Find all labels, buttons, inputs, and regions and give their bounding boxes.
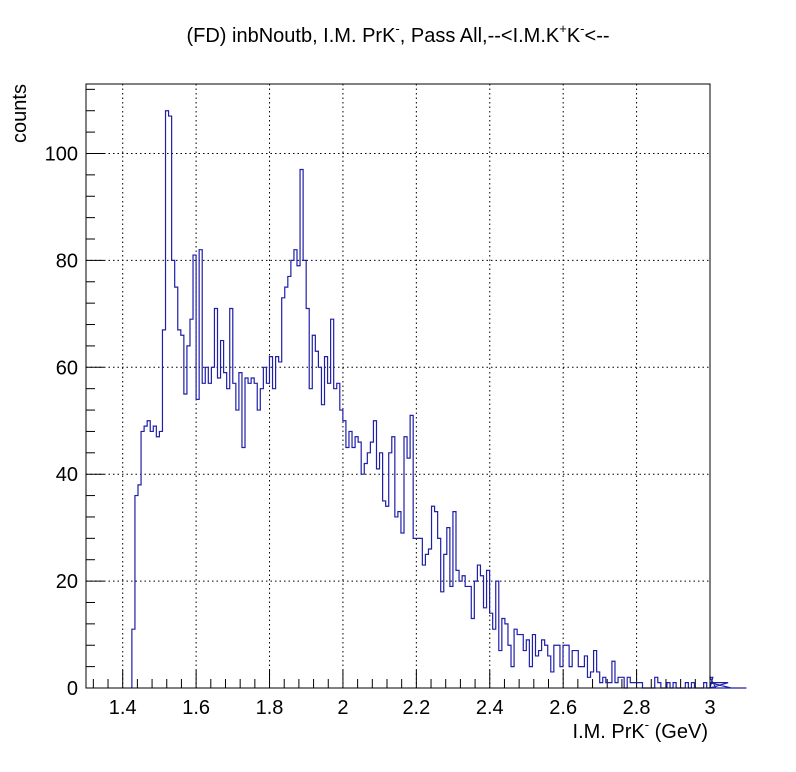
x-tick-label: 3 [704,697,715,719]
x-tick-label: 2.8 [623,697,651,719]
x-tick-label: 1.6 [182,697,210,719]
y-tick-label: 60 [56,357,78,379]
x-tick-label: 2 [337,697,348,719]
plot-frame [85,83,711,689]
histogram-series [131,110,747,689]
chart-title: (FD) inbNoutb, I.M. PrK-, Pass All,--<I.… [186,21,609,47]
y-axis-label: counts [9,84,31,143]
axis-ticks [86,88,711,689]
x-tick-label: 2.4 [476,697,504,719]
y-tick-label: 80 [56,250,78,272]
y-tick-label: 40 [56,464,78,486]
grid [86,84,710,688]
x-axis-label: I.M. PrK- (GeV) [573,717,708,743]
y-tick-label: 100 [45,143,78,165]
y-tick-label: 20 [56,571,78,593]
x-tick-label: 2.6 [549,697,577,719]
tick-labels: 1.4 1.6 1.8 2 2.2 2.4 2.6 2.8 3 0 20 40 60 80 100 [45,143,716,719]
y-tick-label: 0 [67,678,78,700]
x-tick-label: 2.2 [402,697,430,719]
x-tick-label: 1.4 [109,697,137,719]
x-tick-label: 1.8 [256,697,284,719]
